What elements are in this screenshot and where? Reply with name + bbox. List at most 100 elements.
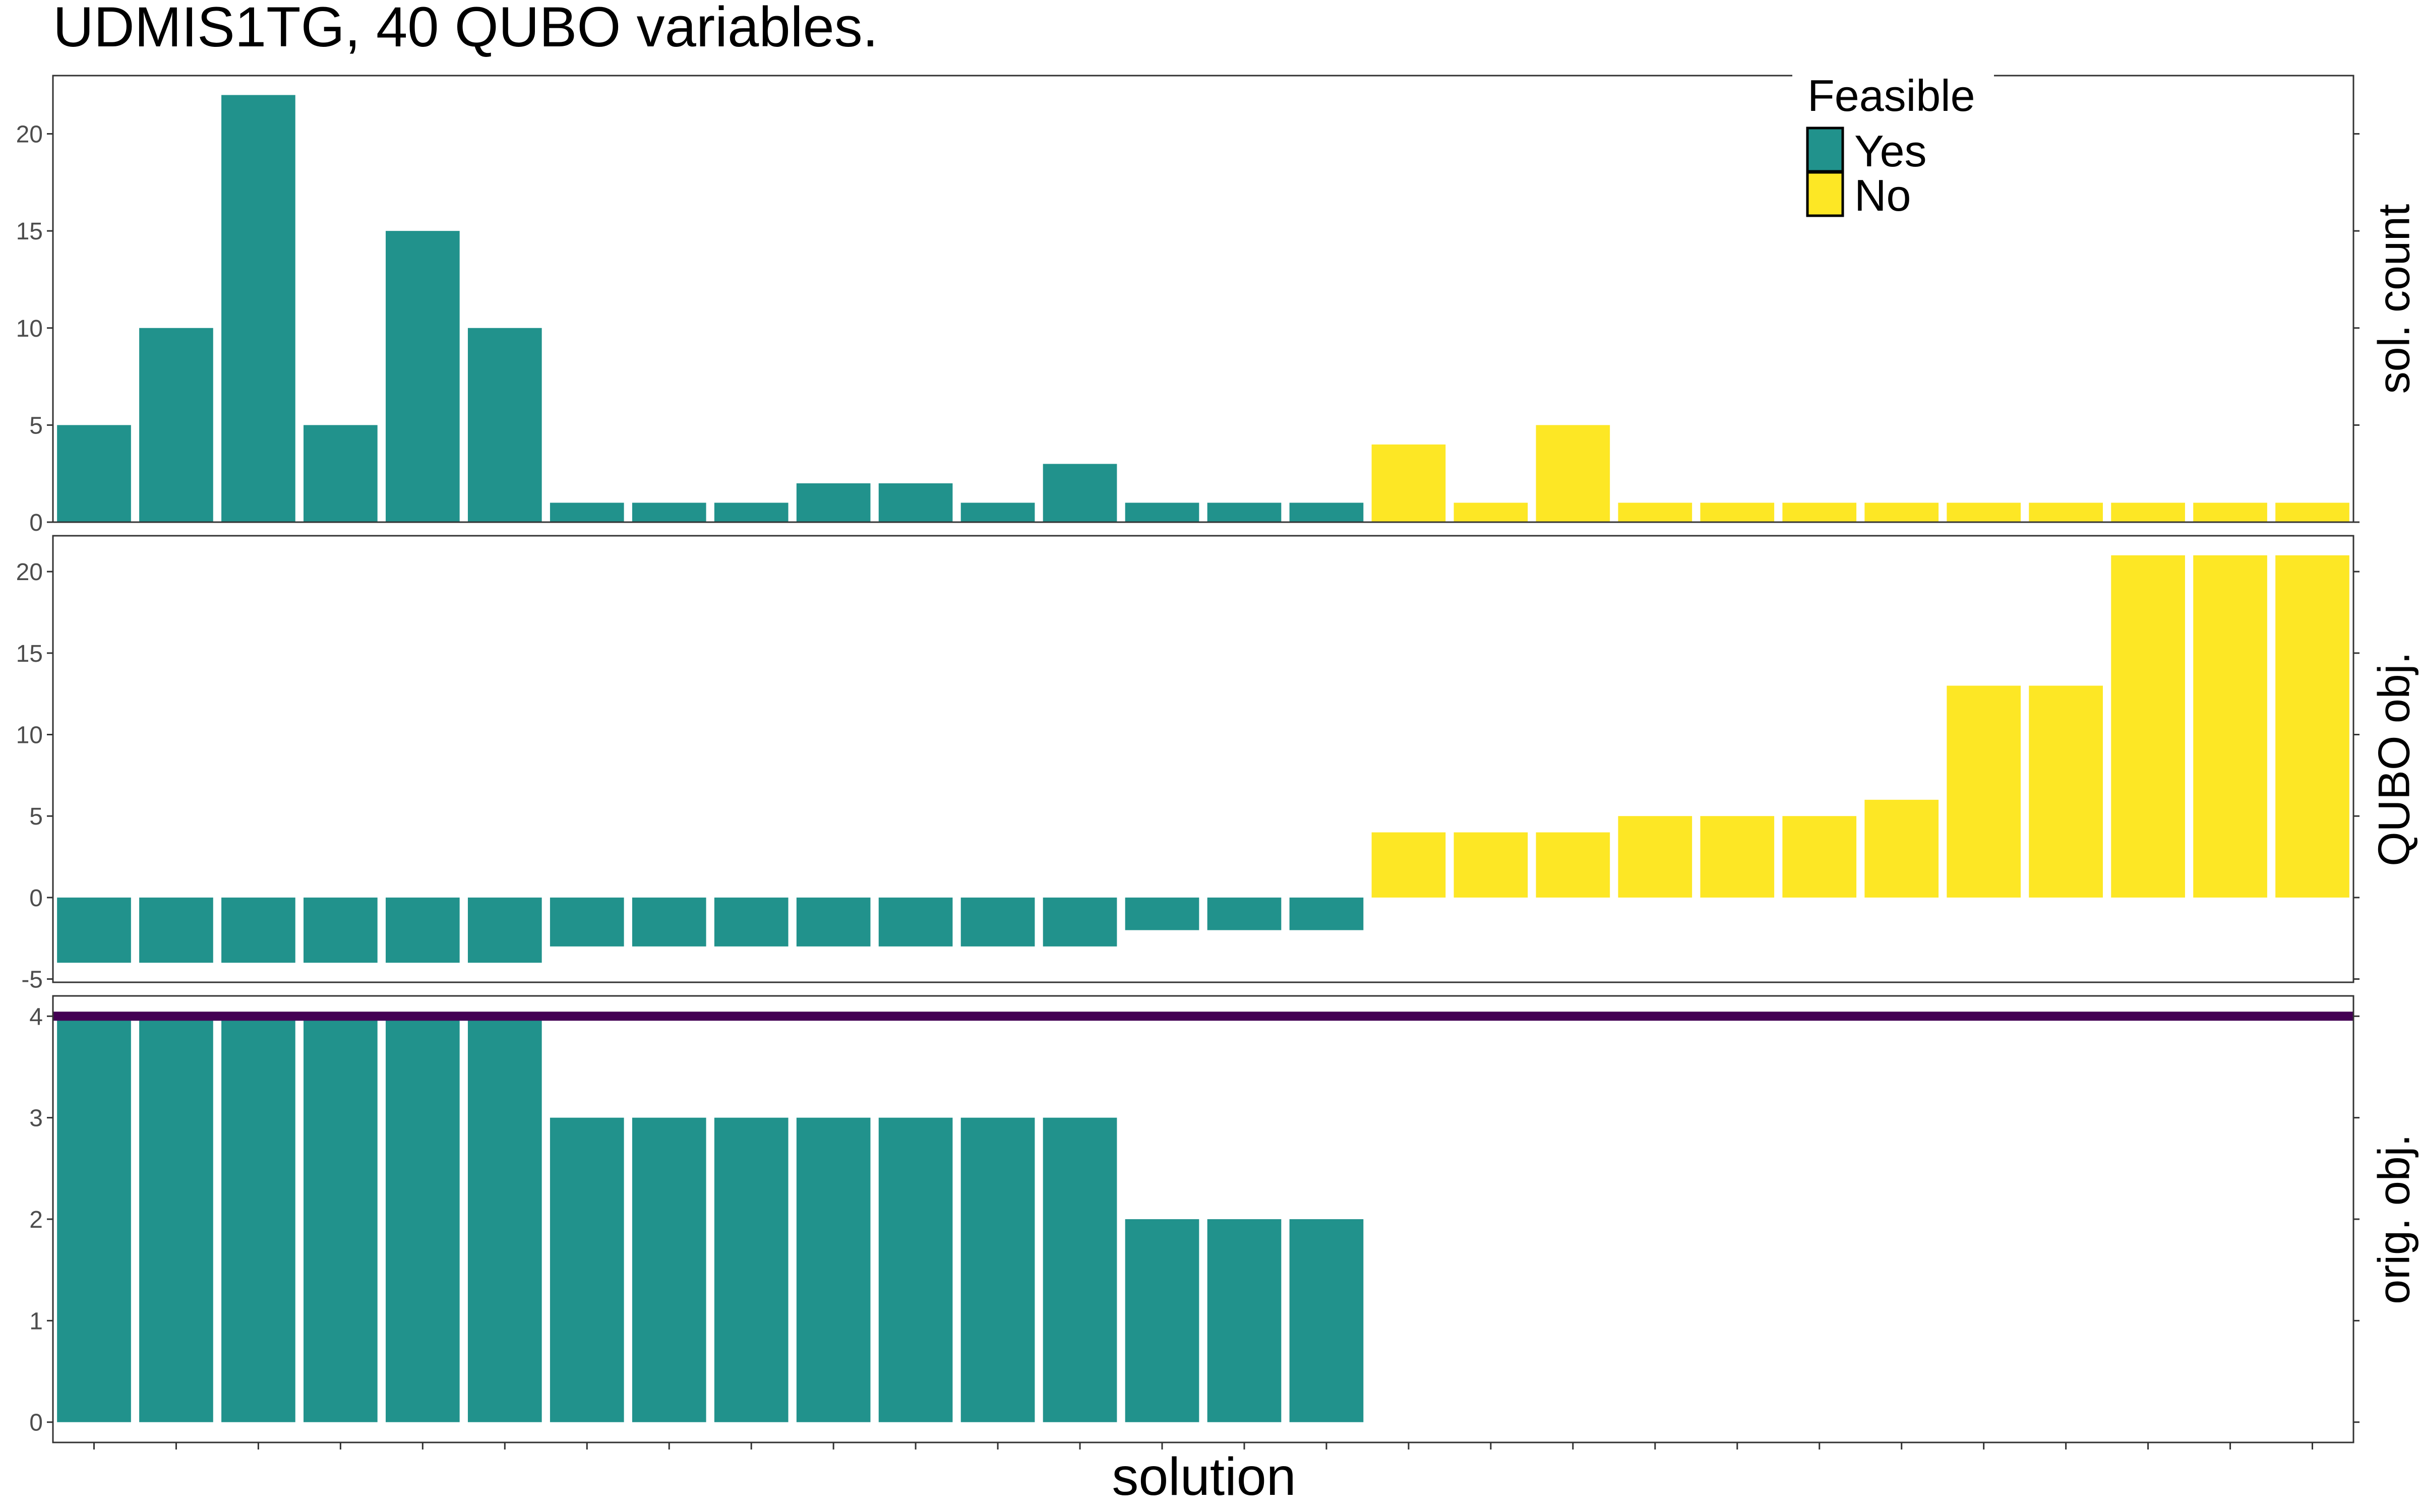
sol-count-y-tick-label: 0 xyxy=(29,510,43,536)
legend-label-no: No xyxy=(1854,170,1911,220)
qubo-obj-bar-5 xyxy=(386,897,460,963)
orig-obj-bar-16 xyxy=(1289,1219,1364,1422)
sol-count-bar-1 xyxy=(57,425,131,522)
qubo-obj-bar-12 xyxy=(960,897,1035,947)
x-axis xyxy=(93,1442,2314,1450)
orig-obj-bar-2 xyxy=(139,1016,213,1422)
legend-key-no xyxy=(1806,171,1844,217)
orig-obj-panel-label: orig. obj. xyxy=(2369,1134,2419,1304)
sol-count-y-tick-label: 5 xyxy=(29,412,43,439)
panel-sol-count: 0 5 10 15 20 sol. count xyxy=(16,75,2419,536)
sol-count-bar-8 xyxy=(632,502,706,522)
sol-count-bar-21 xyxy=(1700,502,1775,522)
qubo-obj-bar-26 xyxy=(2111,555,2185,898)
sol-count-bar-14 xyxy=(1125,502,1199,522)
qubo-obj-bar-21 xyxy=(1700,816,1775,898)
qubo-obj-y-tick-label: 0 xyxy=(29,885,43,912)
orig-obj-bar-1 xyxy=(57,1016,131,1422)
sol-count-y-tick-label: 10 xyxy=(16,316,43,342)
panel-qubo-obj: -5 0 5 10 15 20 QUBO obj. xyxy=(16,535,2419,993)
orig-obj-bar-10 xyxy=(796,1117,871,1422)
sol-count-panel-label: sol. count xyxy=(2369,204,2419,394)
sol-count-bar-9 xyxy=(714,502,789,522)
orig-obj-bar-14 xyxy=(1125,1219,1199,1422)
orig-obj-bar-15 xyxy=(1207,1219,1282,1422)
sol-count-bar-2 xyxy=(139,328,213,522)
qubo-obj-bar-17 xyxy=(1371,832,1446,898)
qubo-obj-bar-3 xyxy=(221,897,295,963)
qubo-obj-bar-23 xyxy=(1864,799,1939,898)
qubo-obj-bar-28 xyxy=(2275,555,2349,898)
sol-count-y-tick-label: 15 xyxy=(16,218,43,245)
orig-obj-bar-11 xyxy=(878,1117,953,1422)
qubo-obj-bar-22 xyxy=(1782,816,1857,898)
orig-obj-y-tick-label: 3 xyxy=(29,1105,43,1132)
qubo-obj-y-tick-label: 20 xyxy=(16,559,43,586)
qubo-obj-bar-20 xyxy=(1618,816,1692,898)
sol-count-bar-6 xyxy=(467,328,542,522)
sol-count-bar-13 xyxy=(1043,464,1117,522)
orig-obj-y-tick-label: 4 xyxy=(29,1003,43,1030)
qubo-obj-bar-25 xyxy=(2029,685,2103,898)
legend-key-yes xyxy=(1806,127,1844,173)
qubo-obj-bar-7 xyxy=(550,897,624,947)
qubo-obj-bar-13 xyxy=(1043,897,1117,947)
sol-count-bar-26 xyxy=(2111,502,2185,522)
orig-obj-y-tick-label: 1 xyxy=(29,1308,43,1335)
sol-count-bar-27 xyxy=(2193,502,2267,522)
sol-count-bar-24 xyxy=(1947,502,2021,522)
orig-obj-bar-4 xyxy=(304,1016,378,1422)
sol-count-bar-28 xyxy=(2275,502,2349,522)
sol-count-bar-5 xyxy=(386,231,460,522)
sol-count-panel-border xyxy=(52,75,2354,523)
qubo-obj-bar-10 xyxy=(796,897,871,947)
sol-count-bar-25 xyxy=(2029,502,2103,522)
sol-count-bar-16 xyxy=(1289,502,1364,522)
qubo-obj-bar-6 xyxy=(467,897,542,963)
sol-count-bar-19 xyxy=(1536,425,1610,522)
sol-count-bar-12 xyxy=(960,502,1035,522)
orig-obj-bar-6 xyxy=(467,1016,542,1422)
qubo-obj-bar-19 xyxy=(1536,832,1610,898)
qubo-obj-y-tick-label: 15 xyxy=(16,641,43,667)
qubo-obj-bar-24 xyxy=(1947,685,2021,898)
qubo-obj-bar-2 xyxy=(139,897,213,963)
sol-count-bar-23 xyxy=(1864,502,1939,522)
qubo-obj-bar-8 xyxy=(632,897,706,947)
sol-count-bar-11 xyxy=(878,483,953,522)
qubo-obj-y-tick-label: 5 xyxy=(29,803,43,830)
orig-obj-bar-7 xyxy=(550,1117,624,1422)
sol-count-bar-17 xyxy=(1371,444,1446,522)
qubo-obj-panel-border xyxy=(52,535,2354,983)
legend-title: Feasible xyxy=(1807,71,1975,120)
orig-obj-bar-9 xyxy=(714,1117,789,1422)
orig-obj-y-tick-label: 0 xyxy=(29,1410,43,1436)
sol-count-bar-18 xyxy=(1454,502,1528,522)
qubo-obj-panel-label: QUBO obj. xyxy=(2369,652,2419,866)
qubo-obj-bar-14 xyxy=(1125,897,1199,930)
sol-count-bar-22 xyxy=(1782,502,1857,522)
orig-obj-bar-3 xyxy=(221,1016,295,1422)
orig-obj-bar-5 xyxy=(386,1016,460,1422)
orig-obj-bar-13 xyxy=(1043,1117,1117,1422)
sol-count-bar-4 xyxy=(304,425,378,522)
panel-orig-obj: 0 1 2 3 4 orig. obj. xyxy=(29,995,2419,1443)
sol-count-bar-7 xyxy=(550,502,624,522)
qubo-obj-bar-15 xyxy=(1207,897,1282,930)
qubo-obj-bar-1 xyxy=(57,897,131,963)
qubo-obj-bar-9 xyxy=(714,897,789,947)
sol-count-bar-20 xyxy=(1618,502,1692,522)
x-axis-label: solution xyxy=(1112,1447,1296,1506)
qubo-obj-bar-4 xyxy=(304,897,378,963)
qubo-obj-y-tick-label: 10 xyxy=(16,722,43,748)
qubo-obj-bar-18 xyxy=(1454,832,1528,898)
orig-obj-y-tick-label: 2 xyxy=(29,1207,43,1233)
orig-obj-bar-8 xyxy=(632,1117,706,1422)
sol-count-bar-15 xyxy=(1207,502,1282,522)
sol-count-bar-3 xyxy=(221,95,295,522)
orig-obj-bar-12 xyxy=(960,1117,1035,1422)
legend-label-yes: Yes xyxy=(1854,126,1927,176)
legend: Feasible Yes No xyxy=(1792,60,1994,227)
chart-panels: 0 5 10 15 20 sol. count -5 0 5 10 15 20 QUBO obj. 0 1 2… xyxy=(16,75,2419,1443)
